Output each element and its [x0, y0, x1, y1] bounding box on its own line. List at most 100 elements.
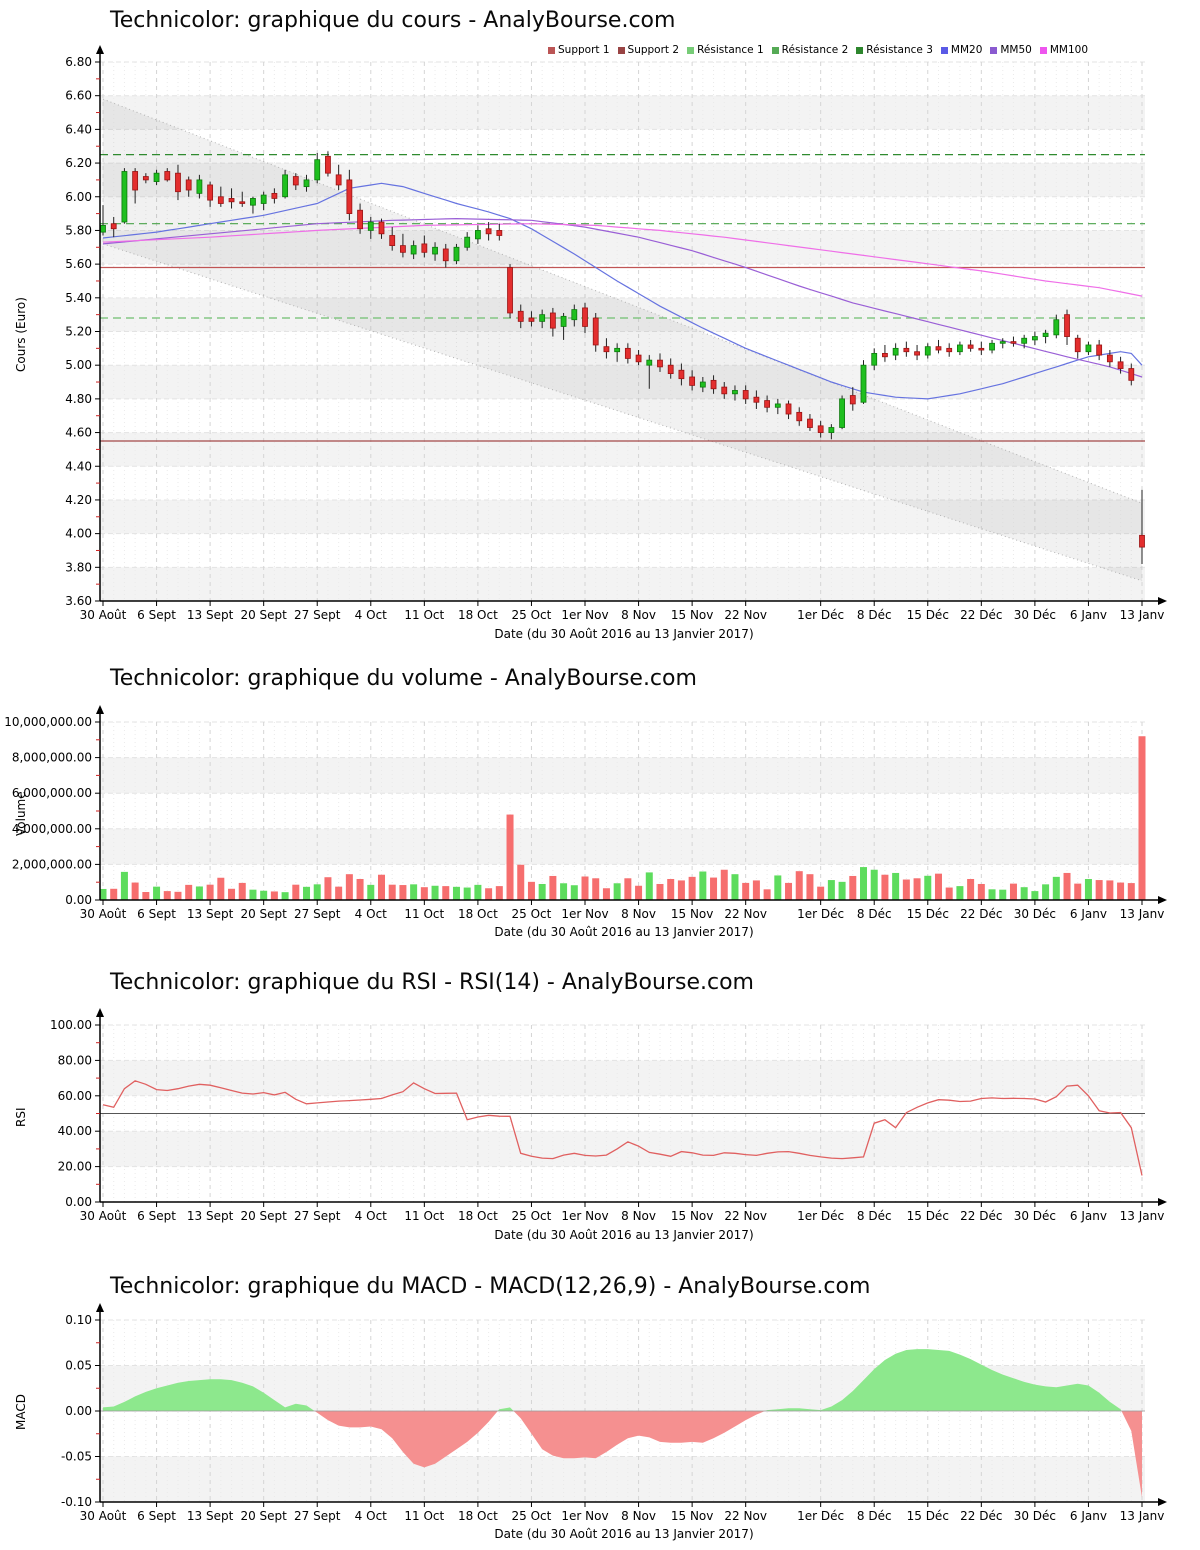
x-tick-label: 13 Janv [1120, 608, 1165, 622]
candle-body [732, 390, 738, 395]
x-tick-label: 22 Nov [724, 1509, 767, 1523]
candle-body [142, 176, 149, 181]
volume-bar [999, 889, 1007, 900]
volume-bar [517, 864, 525, 900]
y-tick-label: 0.05 [65, 1359, 92, 1373]
volume-bar [817, 886, 825, 900]
legend-item: Support 2 [617, 44, 679, 56]
x-tick-label: 6 Sept [137, 1209, 176, 1223]
y-tick-label: 100.00 [50, 1018, 92, 1032]
legend-item: MM50 [990, 44, 1032, 56]
volume-bar [785, 882, 793, 900]
volume-bar [153, 886, 161, 900]
volume-bar [1052, 876, 1060, 900]
volume-bar [677, 880, 685, 900]
chart-legend: Support 1 Support 2 Résistance 1 Résistance… [548, 44, 1088, 56]
x-tick-label: 25 Oct [512, 1509, 552, 1523]
volume-bar [335, 886, 343, 900]
volume-bar [592, 878, 600, 900]
candle-body [549, 312, 556, 329]
legend-label: MM100 [1049, 44, 1089, 56]
legend-item: Résistance 2 [771, 44, 849, 56]
y-tick-label: 4.60 [65, 426, 92, 440]
x-tick-label: 13 Janv [1120, 1209, 1165, 1223]
candle-body [1085, 344, 1092, 353]
volume-bar [624, 878, 632, 900]
volume-bar [549, 875, 557, 900]
legend-swatch [856, 46, 864, 54]
y-tick-label: 2,000,000.00 [12, 857, 92, 871]
volume-bar [752, 880, 760, 900]
candle-body [357, 209, 363, 230]
y-axis-arrow [96, 1303, 104, 1312]
volume-bar [238, 882, 246, 900]
y-tick-label: 0.00 [65, 1404, 92, 1418]
y-tick-label: 5.00 [65, 358, 92, 372]
x-tick-label: 4 Oct [355, 608, 387, 622]
volume-bar [420, 887, 428, 900]
volume-bar [1127, 883, 1135, 900]
candle-body [571, 309, 578, 321]
volume-bar [356, 878, 364, 900]
candle-body [796, 411, 803, 422]
y-tick-label: 6.80 [65, 55, 92, 69]
candle-body [678, 369, 685, 380]
legend-label: Résistance 1 [697, 44, 764, 56]
volume-bar [967, 878, 975, 900]
x-tick-label: 22 Nov [724, 608, 767, 622]
x-tick-label: 30 Août [80, 907, 127, 921]
candle-body [325, 155, 331, 174]
x-tick-label: 13 Janv [1120, 1509, 1165, 1523]
volume-bar [110, 888, 118, 900]
x-tick-label: 22 Déc [960, 907, 1002, 921]
plot-stripe [100, 567, 1145, 601]
y-tick-label: 0.00 [65, 893, 92, 907]
volume-bar [506, 814, 514, 900]
candle-body [1117, 361, 1124, 369]
volume-bar [142, 891, 150, 900]
candle-body [164, 171, 171, 181]
x-tick-label: 25 Oct [512, 1209, 552, 1223]
candle-body [935, 346, 942, 351]
y-tick-label: 20.00 [58, 1160, 92, 1174]
volume-bar [581, 876, 589, 900]
plot-stripe [100, 499, 1145, 534]
volume-bar [260, 890, 268, 900]
x-tick-label: 8 Déc [857, 1509, 892, 1523]
x-tick-label: 20 Sept [240, 1209, 287, 1223]
y-tick-label: 5.80 [65, 223, 92, 237]
x-tick-label: 27 Sept [294, 907, 341, 921]
x-tick-label: 20 Sept [240, 608, 287, 622]
volume-bar [913, 878, 921, 900]
volume-bar [367, 884, 375, 900]
x-tick-label: 18 Oct [458, 907, 498, 921]
candle-body [871, 352, 878, 366]
candle-body [807, 418, 813, 428]
volume-bar [613, 883, 621, 900]
volume-bar [1106, 880, 1114, 900]
x-tick-label: 25 Oct [512, 608, 552, 622]
x-tick-label: 6 Sept [137, 907, 176, 921]
y-tick-label: 8,000,000.00 [12, 751, 92, 765]
x-axis-arrow [1158, 1198, 1167, 1206]
candle-body [1031, 336, 1038, 341]
x-tick-label: 13 Sept [187, 907, 234, 921]
y-tick-label: 4.20 [65, 493, 92, 507]
volume-bar [345, 874, 353, 900]
volume-bar [303, 886, 311, 900]
y-tick-label: 40.00 [58, 1124, 92, 1138]
candle-body [196, 179, 203, 194]
legend-label: Résistance 2 [781, 44, 849, 56]
legend-swatch [771, 46, 779, 54]
y-tick-label: 3.80 [65, 560, 92, 574]
candle-body [175, 172, 181, 193]
legend-swatch [1039, 46, 1047, 54]
y-tick-label: 10,000,000.00 [4, 715, 92, 729]
x-axis-arrow [1158, 1498, 1167, 1506]
volume-bar [217, 877, 225, 900]
volume-bar [870, 869, 878, 900]
volume-bar [570, 885, 578, 900]
y-tick-label: 60.00 [58, 1089, 92, 1103]
volume-bar [827, 880, 835, 900]
x-tick-label: 4 Oct [355, 1509, 387, 1523]
